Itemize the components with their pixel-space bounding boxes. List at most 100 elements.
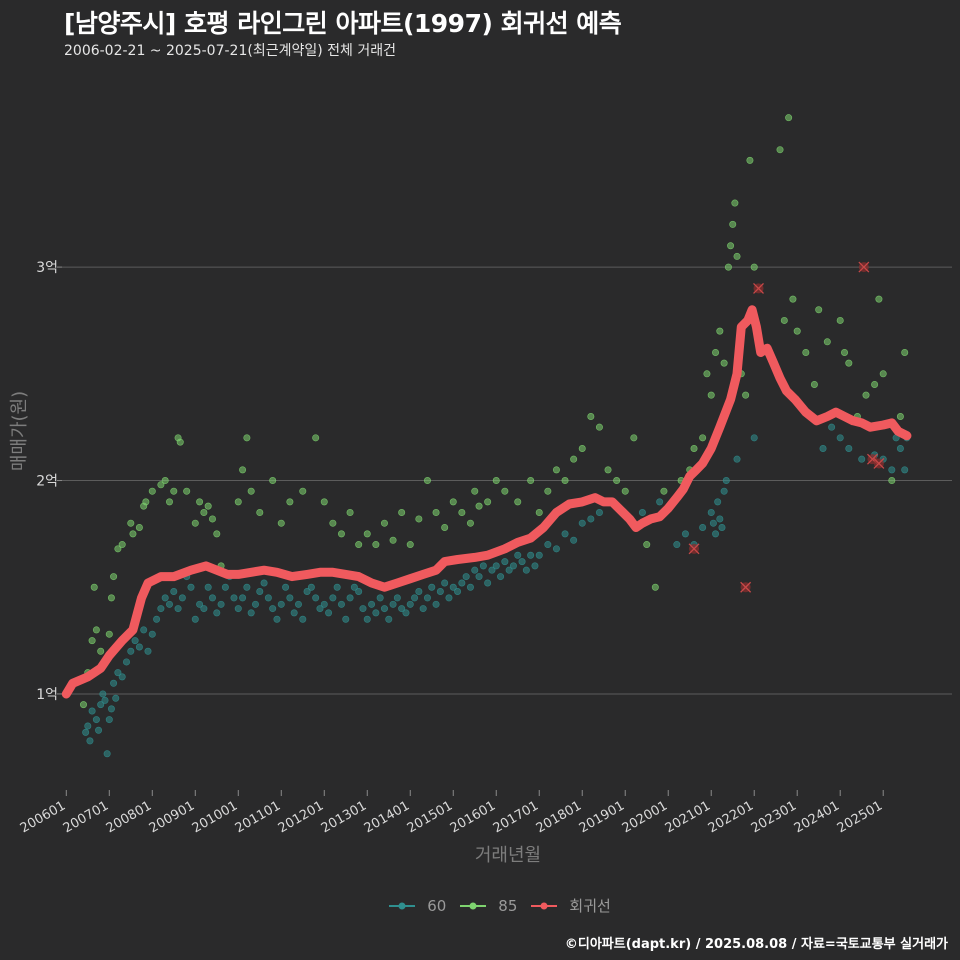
data-point-60 [316, 605, 324, 613]
data-point-85 [578, 445, 586, 453]
data-point-60 [264, 594, 272, 602]
data-point-85 [621, 487, 629, 495]
data-point-60 [836, 434, 844, 442]
outlier-point [873, 457, 885, 469]
data-point-60 [88, 707, 96, 715]
x-tick-label: 202401 [792, 798, 842, 836]
data-point-85 [176, 438, 184, 446]
data-point-85 [441, 523, 449, 531]
data-point-85 [458, 509, 466, 517]
legend-item-regression[interactable]: 회귀선 [531, 895, 611, 916]
data-point-60 [428, 583, 436, 591]
x-tick-labels: 2006012007012008012009012010012011012012… [18, 798, 885, 836]
data-point-60 [247, 609, 255, 617]
data-point-85 [148, 487, 156, 495]
data-point-60 [681, 530, 689, 538]
legend-item-60[interactable]: 60 [389, 895, 446, 916]
data-point-85 [514, 498, 522, 506]
data-point-85 [643, 541, 651, 549]
x-tick-label: 201401 [362, 798, 412, 836]
data-point-60 [135, 643, 143, 651]
data-point-60 [411, 594, 419, 602]
data-point-60 [896, 445, 904, 453]
data-point-60 [497, 573, 505, 581]
data-point-85 [346, 509, 354, 517]
data-point-85 [213, 530, 221, 538]
data-point-60 [479, 562, 487, 570]
data-point-60 [342, 615, 350, 623]
data-point-60 [196, 600, 204, 608]
data-point-85 [802, 348, 810, 356]
data-point-85 [79, 701, 87, 709]
data-point-60 [140, 626, 148, 634]
data-point-60 [828, 423, 836, 431]
data-point-60 [449, 583, 457, 591]
data-point-85 [501, 487, 509, 495]
data-point-60 [157, 605, 165, 613]
data-point-85 [707, 391, 715, 399]
data-point-60 [733, 455, 741, 463]
data-point-60 [148, 630, 156, 638]
data-point-60 [432, 600, 440, 608]
data-point-60 [282, 583, 290, 591]
data-point-60 [845, 445, 853, 453]
data-point-60 [200, 605, 208, 613]
data-point-60 [230, 594, 238, 602]
data-point-60 [217, 600, 225, 608]
data-point-60 [466, 583, 474, 591]
data-point-60 [398, 605, 406, 613]
data-point-60 [273, 615, 281, 623]
regression-path [61, 305, 912, 699]
data-point-85 [660, 487, 668, 495]
legend: 60 85 회귀선 [20, 895, 960, 916]
data-point-85 [793, 327, 801, 335]
data-point-85 [841, 348, 849, 356]
data-point-85 [690, 445, 698, 453]
data-point-60 [122, 658, 130, 666]
data-point-85 [191, 519, 199, 527]
y-tick-label: 1억 [36, 687, 58, 703]
y-axis-label: 매매가(원) [9, 390, 30, 472]
data-point-60 [638, 509, 646, 517]
x-tick-label: 202201 [706, 798, 756, 836]
data-point-85 [355, 541, 363, 549]
x-tick-label: 201601 [448, 798, 498, 836]
y-tick-label: 2억 [36, 474, 58, 490]
data-point-60 [505, 566, 513, 574]
data-point-60 [587, 515, 595, 523]
outlier-cross [740, 581, 752, 593]
data-point-85 [703, 370, 711, 378]
data-point-85 [879, 370, 887, 378]
y-tick-labels: 1억 2억 3억 [36, 260, 58, 703]
data-point-60 [95, 726, 103, 734]
data-point-85 [871, 380, 879, 388]
legend-item-85[interactable]: 85 [460, 895, 517, 916]
data-point-60 [299, 615, 307, 623]
outlier-point [740, 581, 752, 593]
data-point-60 [471, 566, 479, 574]
data-point-85 [320, 498, 328, 506]
data-point-60 [329, 594, 337, 602]
data-point-85 [170, 487, 178, 495]
legend-key-60 [389, 902, 416, 909]
data-point-85 [613, 477, 621, 485]
data-point-60 [103, 750, 111, 758]
data-point-60 [363, 615, 371, 623]
data-point-60 [716, 515, 724, 523]
data-point-60 [307, 583, 315, 591]
data-point-60 [92, 716, 100, 724]
legend-key-85 [460, 902, 487, 909]
data-point-60 [191, 615, 199, 623]
data-point-60 [256, 588, 264, 596]
data-point-60 [170, 588, 178, 596]
data-point-85 [157, 481, 165, 489]
chart-title: [남양주시] 호평 라인그린 아파트(1997) 회귀선 예측 [64, 9, 622, 38]
data-point-60 [221, 583, 229, 591]
data-point-60 [527, 551, 535, 559]
data-point-85 [142, 498, 150, 506]
data-point-85 [200, 509, 208, 517]
data-point-60 [858, 455, 866, 463]
x-tick-label: 201301 [319, 798, 369, 836]
data-point-85 [888, 477, 896, 485]
